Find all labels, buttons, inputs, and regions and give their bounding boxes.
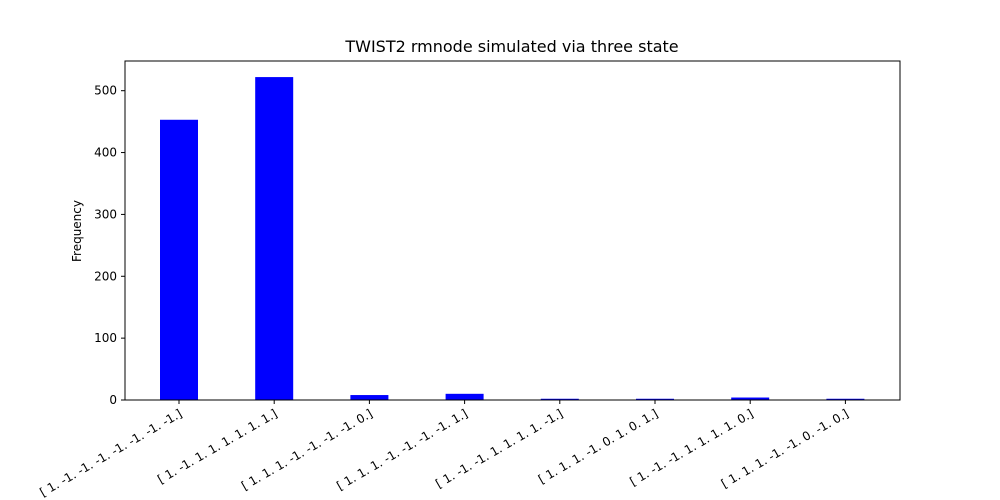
bar-3 <box>350 395 389 400</box>
bar-5 <box>540 398 579 400</box>
x-axis: [ 1. -1. -1. -1. -1. -1. -1. -1.][ 1. -1… <box>37 400 851 499</box>
bar-1 <box>160 119 198 401</box>
bars-group <box>160 77 865 401</box>
y-tick-label-200: 200 <box>94 269 117 283</box>
bar-7 <box>731 397 770 400</box>
y-tick-label-400: 400 <box>94 146 117 160</box>
plot-frame <box>124 60 901 401</box>
y-tick-label-0: 0 <box>109 393 117 407</box>
y-axis-label: Frequency <box>70 200 84 262</box>
y-tick-label-100: 100 <box>94 331 117 345</box>
y-axis: 0 100 200 300 400 500 <box>94 84 125 407</box>
bar-6 <box>636 398 674 400</box>
bar-4 <box>445 393 484 400</box>
bar-2 <box>255 77 294 400</box>
bar-8 <box>826 398 865 400</box>
y-tick-label-300: 300 <box>94 207 117 221</box>
y-tick-label-500: 500 <box>94 84 117 98</box>
chart-title: TWIST2 rmnode simulated via three state <box>344 37 678 56</box>
